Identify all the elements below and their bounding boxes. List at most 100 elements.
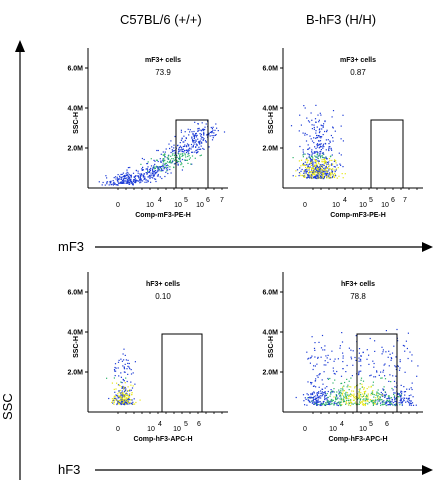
data-point	[401, 397, 403, 399]
data-point	[121, 402, 123, 404]
data-point	[342, 114, 344, 116]
data-point	[341, 382, 343, 384]
data-point	[140, 173, 142, 175]
data-point	[298, 172, 301, 174]
data-point	[314, 168, 317, 170]
data-point	[179, 145, 181, 147]
data-point	[342, 166, 344, 168]
data-point	[331, 390, 333, 392]
data-point	[129, 179, 131, 181]
data-point	[343, 395, 345, 397]
data-point	[337, 167, 339, 169]
data-point	[380, 404, 382, 406]
data-point	[328, 143, 330, 145]
data-point	[176, 154, 178, 157]
data-point	[174, 163, 176, 165]
data-point	[323, 403, 325, 405]
data-point	[119, 175, 121, 177]
data-point	[318, 170, 320, 172]
data-point	[355, 359, 357, 361]
data-point	[328, 169, 330, 171]
data-point	[370, 394, 372, 396]
data-point	[180, 131, 182, 133]
data-point	[324, 161, 326, 163]
data-point	[315, 164, 317, 166]
data-point	[313, 395, 315, 398]
data-point	[126, 177, 128, 179]
data-point	[152, 174, 155, 176]
data-point	[113, 400, 116, 402]
data-point	[411, 402, 414, 404]
data-point	[129, 390, 131, 392]
data-point	[348, 394, 350, 396]
data-point	[357, 393, 359, 395]
data-point	[125, 377, 127, 379]
data-point	[346, 397, 348, 399]
data-point	[124, 363, 126, 365]
data-point	[372, 392, 374, 394]
data-point	[126, 400, 128, 402]
data-point	[342, 357, 344, 359]
data-point	[308, 176, 310, 178]
data-point	[321, 177, 323, 179]
data-point	[126, 182, 128, 184]
data-point	[106, 377, 108, 379]
data-point	[118, 403, 120, 405]
data-point	[135, 179, 137, 181]
data-point	[123, 368, 126, 370]
data-point	[321, 161, 323, 163]
data-point	[171, 162, 173, 164]
data-point	[304, 107, 306, 109]
x-tick-label: 0	[116, 202, 120, 209]
data-point	[203, 148, 205, 150]
data-point	[310, 175, 312, 177]
data-point	[360, 379, 362, 381]
data-point	[352, 399, 355, 401]
data-point	[131, 403, 134, 405]
data-point	[114, 370, 116, 372]
data-point	[330, 134, 332, 137]
data-point	[321, 176, 323, 178]
data-point	[129, 166, 131, 169]
data-point	[404, 371, 406, 373]
data-point	[326, 171, 328, 173]
data-point	[311, 152, 313, 154]
data-point	[358, 391, 360, 393]
data-point	[110, 183, 112, 186]
data-point	[146, 173, 148, 175]
data-point	[338, 152, 340, 154]
data-point	[316, 160, 318, 162]
data-point	[124, 386, 126, 389]
data-point	[376, 371, 378, 373]
data-point	[125, 394, 127, 396]
x-tick-label: 10	[147, 426, 155, 433]
data-point	[311, 172, 313, 174]
data-point	[121, 173, 123, 175]
data-point	[375, 394, 377, 396]
data-point	[318, 135, 320, 137]
data-point	[128, 178, 130, 180]
data-point	[376, 392, 378, 394]
data-point	[324, 397, 326, 399]
data-point	[127, 359, 129, 361]
data-point	[359, 402, 361, 404]
data-point	[150, 172, 152, 174]
data-point	[305, 176, 307, 178]
data-point	[128, 183, 130, 185]
data-point	[117, 184, 119, 186]
data-point	[292, 157, 294, 159]
data-point	[340, 125, 342, 127]
data-point	[319, 140, 322, 142]
data-point	[314, 402, 316, 405]
y-tick-label: 2.0M	[262, 370, 278, 377]
data-point	[311, 164, 313, 166]
data-point	[317, 176, 319, 178]
data-point	[123, 403, 125, 405]
data-point	[317, 144, 319, 146]
data-point	[166, 164, 168, 166]
data-point	[162, 166, 164, 168]
data-point	[299, 167, 301, 169]
data-point	[308, 169, 310, 172]
data-point	[358, 394, 360, 396]
data-point	[164, 159, 166, 161]
